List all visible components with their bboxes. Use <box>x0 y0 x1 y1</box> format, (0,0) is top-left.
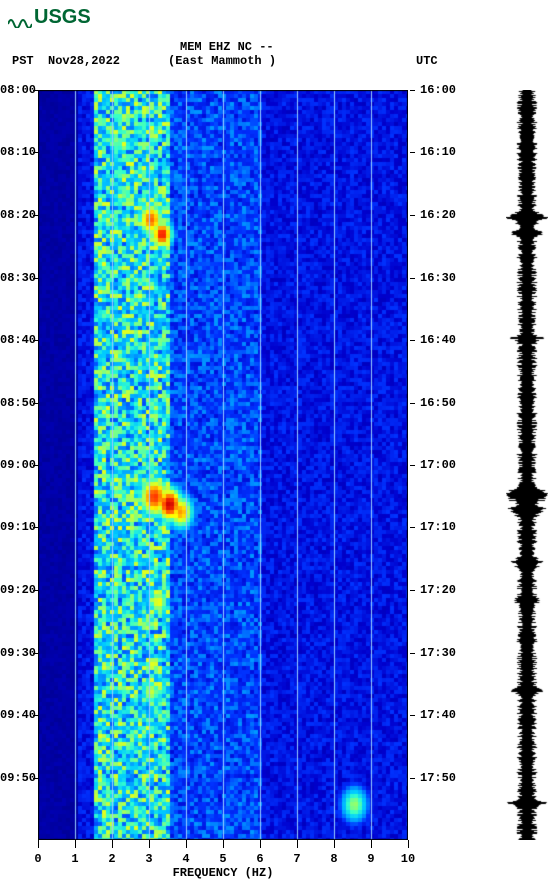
station-line1: MEM EHZ NC -- <box>180 40 274 54</box>
ytick-right: 16:40 <box>420 333 456 347</box>
ytick-right: 17:20 <box>420 583 456 597</box>
ytick-left: 09:20 <box>0 583 36 597</box>
xtick: 5 <box>219 852 226 866</box>
y-axis-right-utc: 16:0016:1016:2016:3016:4016:5017:0017:10… <box>410 90 460 840</box>
waveform-trace <box>506 90 548 840</box>
x-axis-label: FREQUENCY (HZ) <box>173 866 274 880</box>
ytick-right: 16:20 <box>420 208 456 222</box>
ytick-right: 16:30 <box>420 271 456 285</box>
ytick-left: 09:10 <box>0 520 36 534</box>
date-label: Nov28,2022 <box>48 54 120 68</box>
xtick: 1 <box>71 852 78 866</box>
ytick-left: 09:00 <box>0 458 36 472</box>
ytick-left: 09:30 <box>0 646 36 660</box>
chart-header: PST Nov28,2022 MEM EHZ NC -- (East Mammo… <box>0 40 552 70</box>
spectrogram-plot <box>38 90 408 840</box>
ytick-left: 08:30 <box>0 271 36 285</box>
xtick: 7 <box>293 852 300 866</box>
ytick-left: 08:00 <box>0 83 36 97</box>
xtick: 3 <box>145 852 152 866</box>
y-axis-left-pst: 08:0008:1008:2008:3008:4008:5009:0009:10… <box>0 90 38 840</box>
ytick-right: 17:30 <box>420 646 456 660</box>
ytick-right: 16:50 <box>420 396 456 410</box>
usgs-logo: USGS <box>8 6 91 29</box>
xtick: 2 <box>108 852 115 866</box>
xtick: 4 <box>182 852 189 866</box>
right-timezone: UTC <box>416 54 438 68</box>
xtick: 10 <box>401 852 415 866</box>
left-timezone: PST <box>12 54 34 68</box>
ytick-right: 16:00 <box>420 83 456 97</box>
x-axis-frequency: FREQUENCY (HZ) 012345678910 <box>38 840 408 880</box>
ytick-left: 09:50 <box>0 771 36 785</box>
ytick-left: 09:40 <box>0 708 36 722</box>
ytick-right: 17:50 <box>420 771 456 785</box>
station-line2: (East Mammoth ) <box>168 54 276 68</box>
logo-text: USGS <box>34 6 91 28</box>
ytick-right: 17:10 <box>420 520 456 534</box>
ytick-left: 08:40 <box>0 333 36 347</box>
ytick-left: 08:20 <box>0 208 36 222</box>
ytick-right: 17:40 <box>420 708 456 722</box>
xtick: 6 <box>256 852 263 866</box>
xtick: 0 <box>34 852 41 866</box>
ytick-right: 17:00 <box>420 458 456 472</box>
ytick-left: 08:10 <box>0 145 36 159</box>
ytick-right: 16:10 <box>420 145 456 159</box>
xtick: 8 <box>330 852 337 866</box>
xtick: 9 <box>367 852 374 866</box>
ytick-left: 08:50 <box>0 396 36 410</box>
